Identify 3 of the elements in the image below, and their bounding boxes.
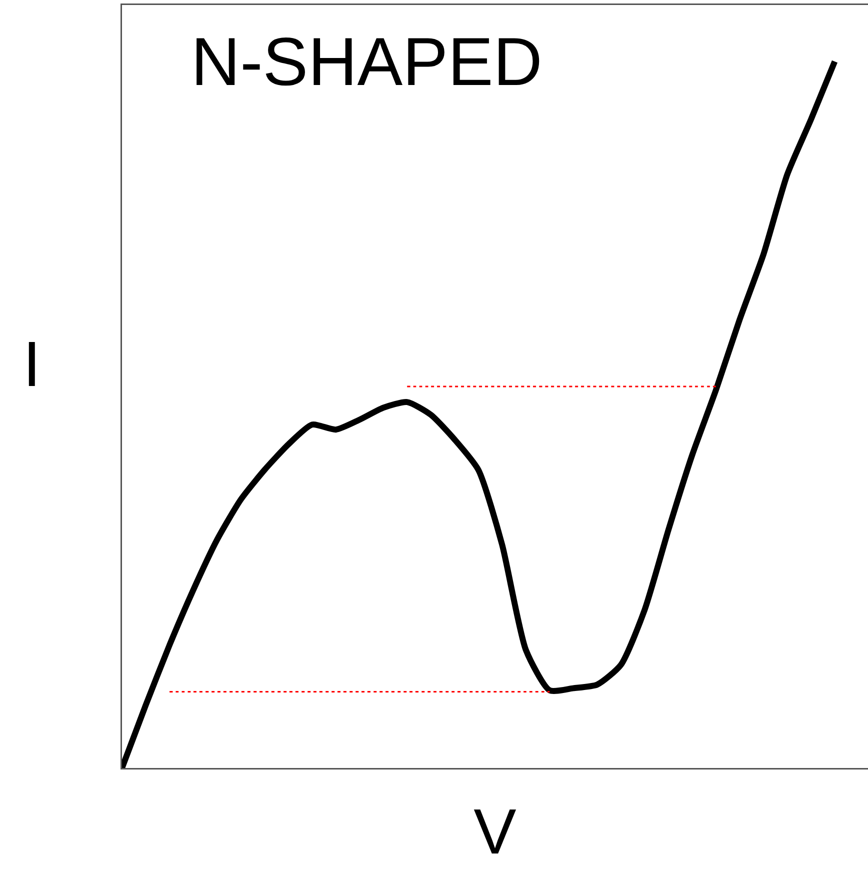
x-axis-title: V [474,796,517,868]
y-axis-title: I [23,328,41,400]
chart-title: N-SHAPED [191,24,542,100]
